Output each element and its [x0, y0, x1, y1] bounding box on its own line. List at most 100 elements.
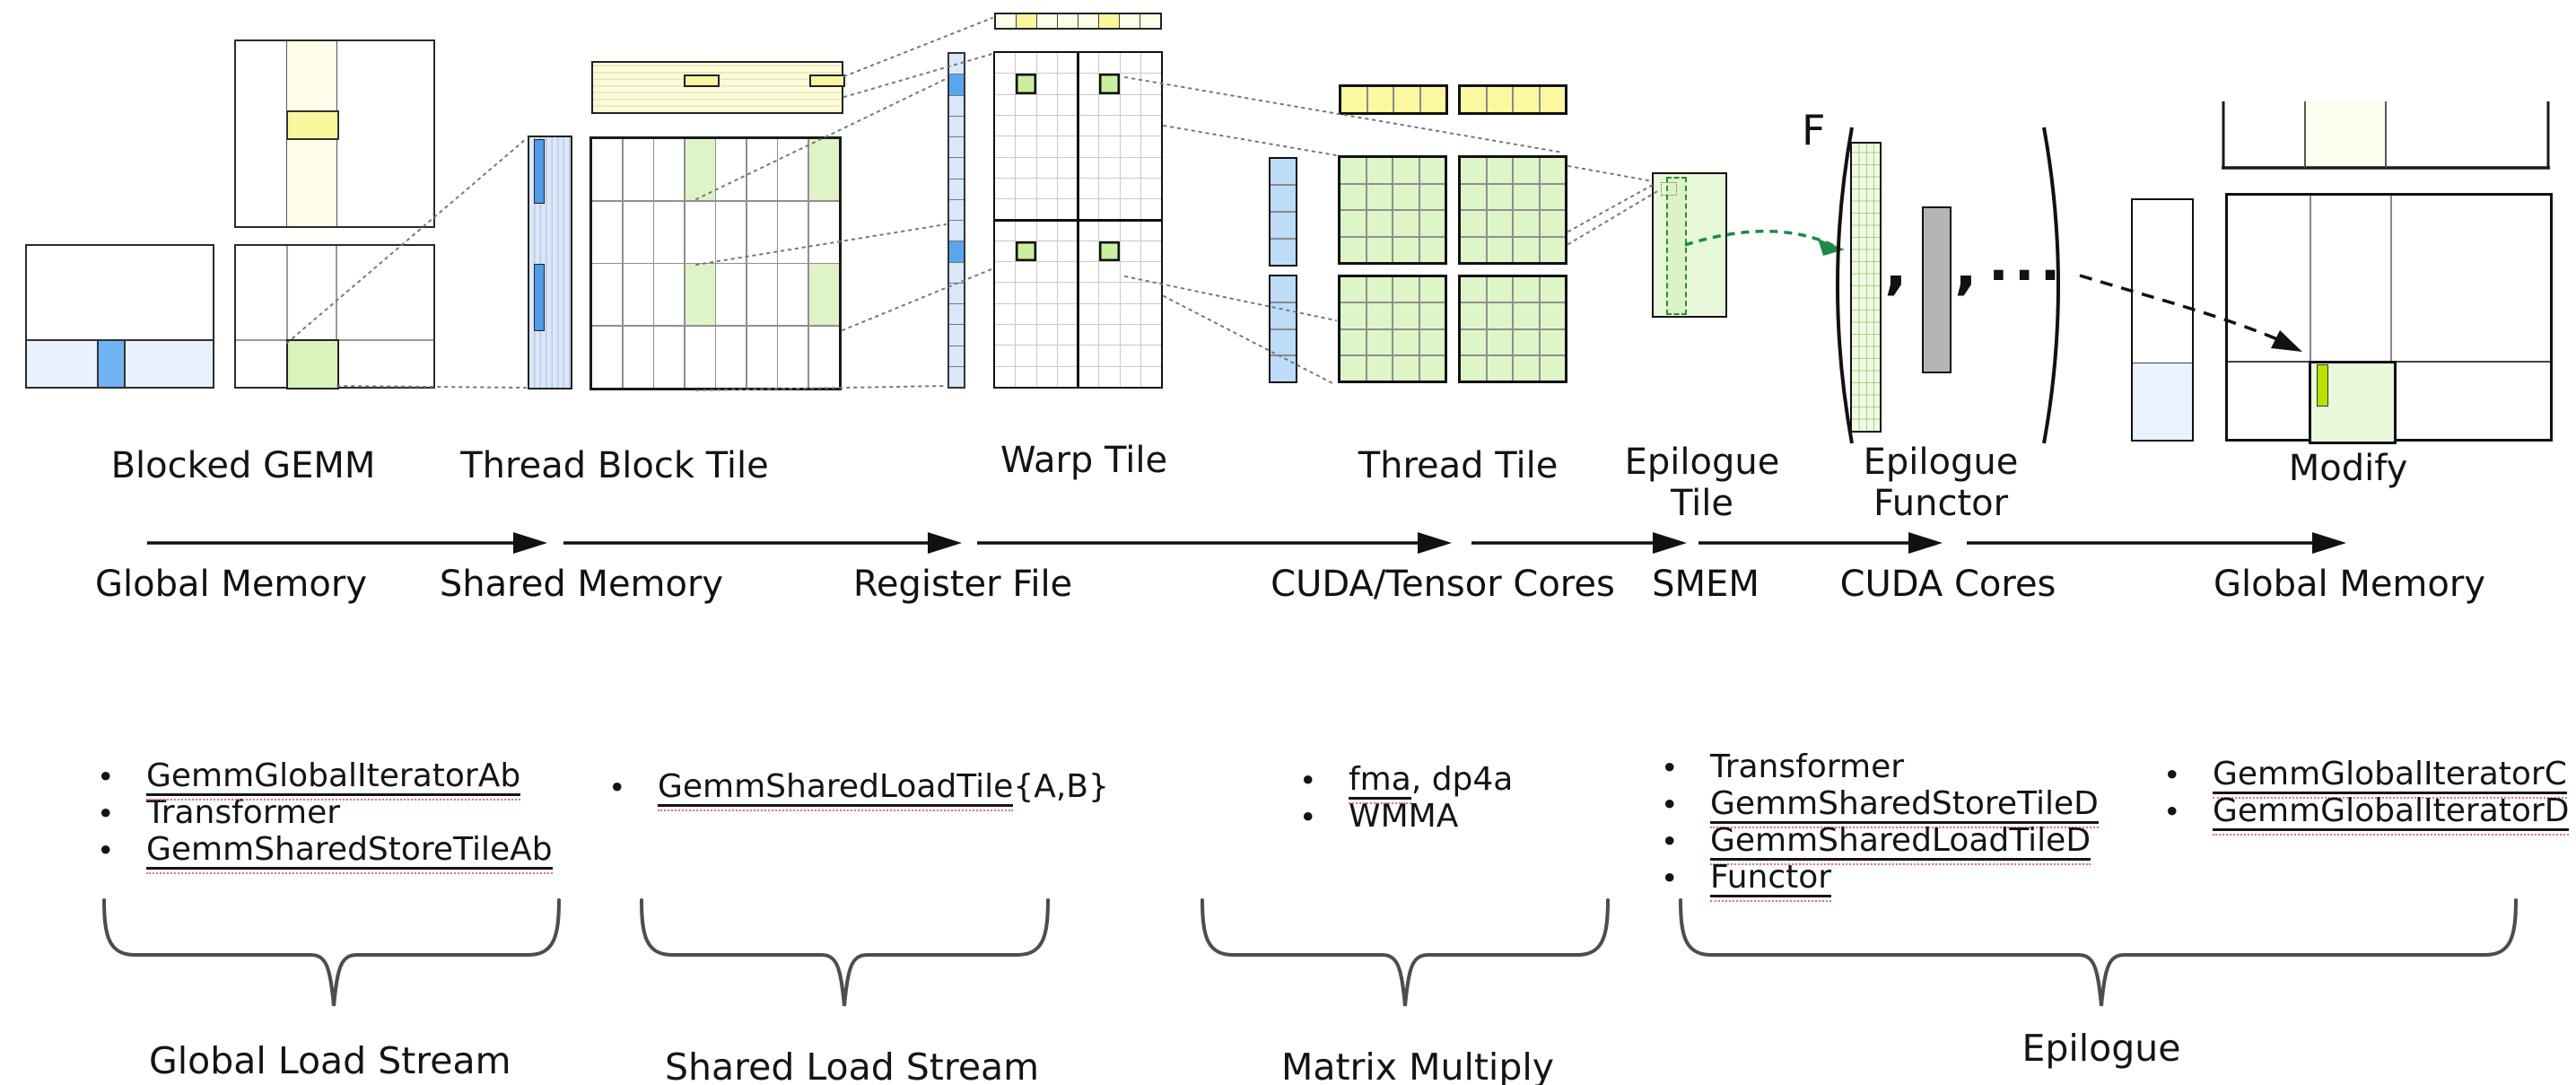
- grid-cell: [1057, 53, 1078, 74]
- grid-cell: [1120, 346, 1140, 366]
- functor-comma: ,: [1954, 232, 1978, 302]
- epilogue-green-arrowhead: [1818, 239, 1845, 256]
- grid-cell: [592, 326, 623, 388]
- grid-cell: [1099, 53, 1120, 74]
- grid-cell: [1036, 366, 1057, 387]
- grid-cell: [995, 366, 1016, 387]
- thread-tile-a-fragment: [1339, 84, 1448, 115]
- grid-cell: [1036, 94, 1057, 115]
- highlighted-grid-cell: [949, 74, 964, 95]
- grid-cell: [995, 325, 1016, 346]
- grid-cell: [1099, 220, 1120, 241]
- grid-cell: [685, 326, 715, 388]
- grid-cell: [995, 74, 1016, 94]
- grid-cell: [1058, 14, 1078, 28]
- grid-cell: [716, 201, 747, 263]
- functor-source-column: [1922, 206, 1952, 373]
- grid-cell: [747, 201, 777, 263]
- grid-cell: [1461, 158, 1486, 183]
- grid-cell: [1540, 277, 1565, 302]
- grid-cell: [949, 283, 964, 303]
- epilogue-tile-mini-square: [1661, 182, 1677, 196]
- grid-cell: [1120, 241, 1140, 262]
- grid-cell: [1036, 262, 1057, 283]
- grid-cell: [1016, 115, 1036, 136]
- grid-cell: [1016, 157, 1036, 178]
- grid-cell: [1099, 199, 1120, 220]
- list-item-text: GemmGlobalIteratorD: [2213, 792, 2570, 836]
- grid-cell: [1487, 277, 1512, 302]
- smem-a-fragment: [534, 139, 545, 204]
- grid-cell: [1271, 356, 1296, 381]
- grid-cell: [1120, 262, 1140, 283]
- grid-cell: [949, 346, 964, 366]
- grid-cell: [1514, 87, 1539, 112]
- blocked-gemm-b-matrix: [234, 39, 435, 228]
- grid-cell: [949, 158, 964, 179]
- grid-cell: [1540, 237, 1565, 262]
- grid-cell: [1036, 53, 1057, 74]
- grid-cell: [1120, 303, 1140, 325]
- grid-cell: [1419, 211, 1445, 236]
- grid-cell: [1419, 329, 1445, 354]
- grid-cell: [1461, 184, 1486, 209]
- thread-tile-b-fragment: [1269, 275, 1297, 383]
- grid-cell: [1140, 199, 1161, 220]
- grid-cell: [1393, 277, 1419, 302]
- grid-cell: [995, 115, 1016, 136]
- brace-global-load-stream: [102, 898, 561, 1007]
- modify-vline: [2310, 196, 2311, 439]
- grid-cell: [1514, 158, 1539, 183]
- grid-cell: [1016, 262, 1036, 283]
- grid-cell: [1540, 355, 1565, 381]
- grid-cell: [995, 136, 1016, 157]
- grid-cell: [1514, 329, 1539, 354]
- list-item: • Transformer: [1661, 750, 2099, 787]
- label-epilogue-tile-line2: Tile: [1670, 483, 1734, 524]
- grid-cell: [1099, 178, 1120, 199]
- label-register-file: Register File: [852, 564, 1073, 605]
- grid-cell: [1120, 53, 1140, 74]
- grid-cell: [1393, 211, 1419, 236]
- grid-cell: [1487, 158, 1512, 183]
- grid-cell: [1057, 94, 1078, 115]
- label-epilogue-functor-line2: Functor: [1873, 483, 2009, 524]
- bullet-icon: •: [2163, 794, 2181, 829]
- grid-cell: [1099, 346, 1120, 366]
- thread-tile-accumulator: [1458, 155, 1567, 265]
- grid-cell: [1367, 211, 1392, 236]
- grid-cell: [1367, 158, 1392, 183]
- grid-cell: [1140, 241, 1161, 262]
- label-cuda-cores: CUDA Cores: [1839, 564, 2056, 605]
- list-item: • Functor: [1661, 861, 2099, 902]
- highlighted-grid-cell: [1016, 74, 1036, 94]
- bullet-icon: •: [1299, 800, 1317, 835]
- label-epilogue-group: Epilogue: [2022, 1027, 2181, 1070]
- grid-cell: [995, 94, 1016, 115]
- grid-cell: [592, 139, 623, 201]
- grid-cell: [949, 95, 964, 116]
- label-warp-tile: Warp Tile: [1000, 440, 1168, 481]
- bullet-icon: •: [1661, 824, 1679, 859]
- modify-target-cell: [2309, 361, 2397, 444]
- grid-cell: [1120, 283, 1140, 303]
- grid-cell: [592, 264, 623, 326]
- grid-cell: [1367, 237, 1392, 262]
- highlighted-grid-cell: [808, 139, 839, 201]
- grid-cell: [1078, 325, 1099, 346]
- grid-cell: [716, 139, 747, 201]
- grid-cell: [1140, 262, 1161, 283]
- warp-grid-mid-hline: [993, 219, 1163, 222]
- grid-cell: [1057, 366, 1078, 387]
- highlighted-grid-cell: [685, 264, 715, 326]
- grid-cell: [1367, 355, 1392, 381]
- grid-cell: [1016, 366, 1036, 387]
- list-item: • fma, dp4a: [1299, 761, 1514, 804]
- grid-cell: [1016, 178, 1036, 199]
- grid-cell: [1514, 303, 1539, 328]
- list-epilogue-main: • Transformer • GemmSharedStoreTileD • GemmSh…: [1661, 750, 2099, 902]
- grid-cell: [1140, 74, 1161, 94]
- list-item: • GemmSharedStoreTileD: [1661, 787, 2099, 828]
- grid-cell: [1078, 94, 1099, 115]
- list-item-suffix: , dp4a: [1410, 761, 1514, 798]
